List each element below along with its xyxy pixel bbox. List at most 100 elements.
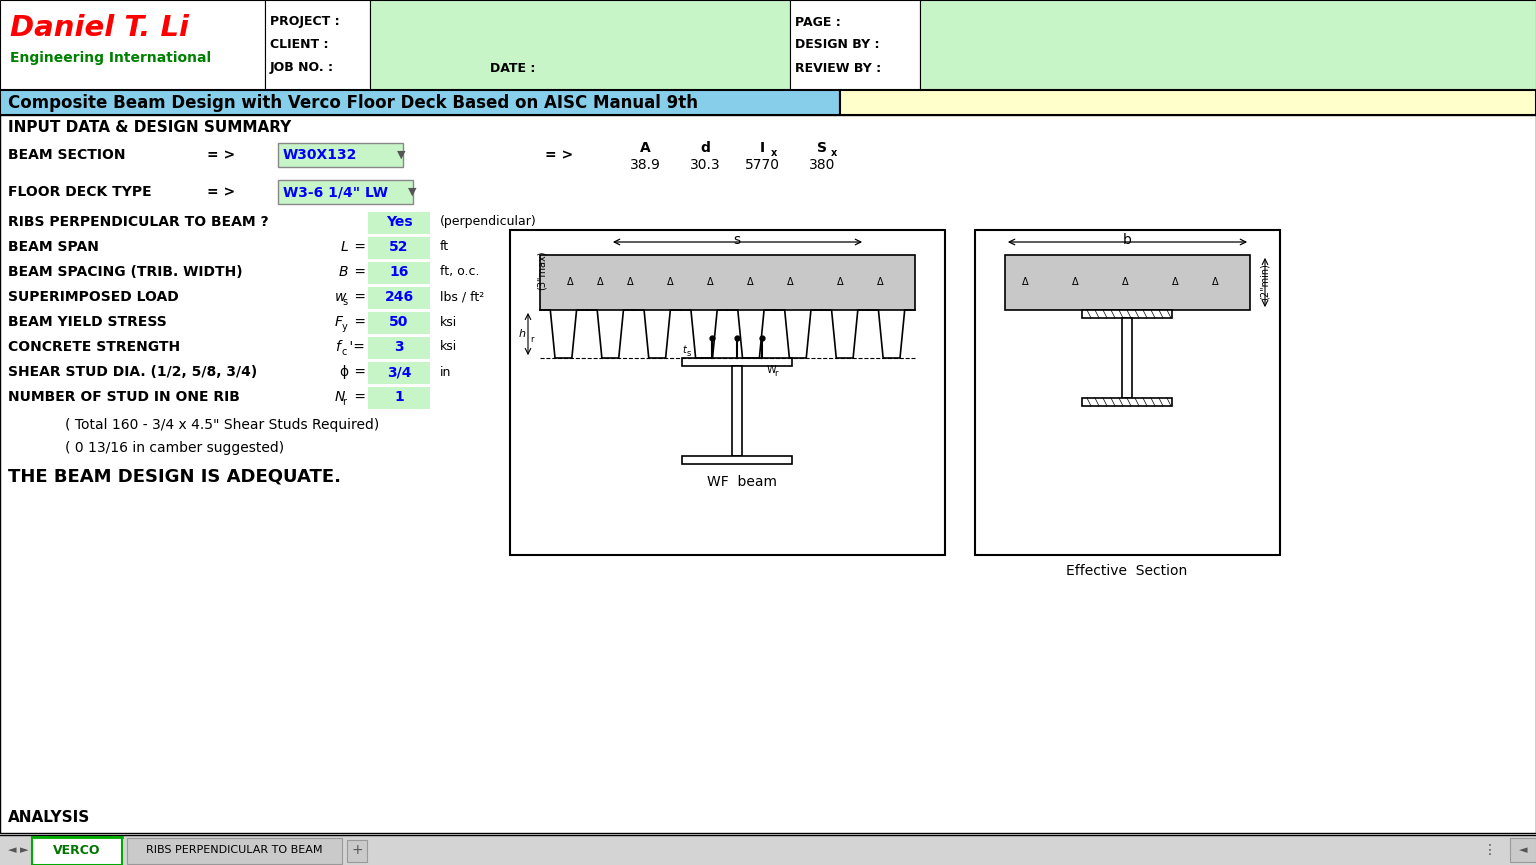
- Text: in: in: [439, 366, 452, 379]
- Text: Δ: Δ: [567, 277, 573, 287]
- Text: ▼: ▼: [409, 187, 416, 197]
- Text: x: x: [771, 148, 777, 158]
- Bar: [347, 840, 367, 862]
- Bar: [0, 90, 840, 115]
- Text: t: t: [682, 345, 687, 355]
- Text: REVIEW BY :: REVIEW BY :: [796, 61, 882, 74]
- Text: SUPERIMPOSED LOAD: SUPERIMPOSED LOAD: [8, 290, 178, 304]
- Bar: [840, 90, 1536, 115]
- Bar: [682, 456, 793, 464]
- Text: ▼: ▼: [396, 150, 406, 160]
- Text: Composite Beam Design with Verco Floor Deck Based on AISC Manual 9th: Composite Beam Design with Verco Floor D…: [8, 94, 697, 112]
- Text: =: =: [350, 240, 366, 254]
- Bar: [0, 0, 266, 90]
- Bar: [0, 835, 1536, 865]
- Bar: [370, 0, 790, 90]
- Text: r: r: [530, 335, 533, 343]
- Bar: [733, 366, 742, 456]
- Text: Δ: Δ: [1021, 277, 1028, 287]
- Text: ◄: ◄: [8, 845, 17, 855]
- Text: BEAM SECTION: BEAM SECTION: [8, 148, 126, 162]
- Text: Effective  Section: Effective Section: [1066, 564, 1187, 578]
- Text: S: S: [817, 141, 826, 155]
- Bar: [369, 237, 430, 259]
- Text: 5770: 5770: [745, 158, 779, 172]
- Text: ►: ►: [20, 845, 29, 855]
- Text: ksi: ksi: [439, 341, 458, 354]
- Text: CLIENT :: CLIENT :: [270, 39, 329, 52]
- Text: 246: 246: [384, 290, 413, 304]
- Bar: [0, 115, 1536, 833]
- Text: Δ: Δ: [786, 277, 793, 287]
- Bar: [1121, 318, 1132, 398]
- Bar: [278, 143, 402, 167]
- Bar: [369, 312, 430, 334]
- Text: ft, o.c.: ft, o.c.: [439, 266, 479, 279]
- Text: s: s: [343, 297, 347, 307]
- Text: WF  beam: WF beam: [707, 475, 777, 489]
- Text: ( 0 13/16 in camber suggested): ( 0 13/16 in camber suggested): [65, 441, 284, 455]
- Text: FLOOR DECK TYPE: FLOOR DECK TYPE: [8, 185, 152, 199]
- Text: Δ: Δ: [667, 277, 673, 287]
- Text: 380: 380: [809, 158, 836, 172]
- Bar: [510, 230, 945, 555]
- Text: L: L: [341, 240, 349, 254]
- Text: DATE :: DATE :: [490, 61, 536, 74]
- Text: 38.9: 38.9: [630, 158, 660, 172]
- Text: (perpendicular): (perpendicular): [439, 215, 536, 228]
- Text: BEAM SPAN: BEAM SPAN: [8, 240, 98, 254]
- Text: VERCO: VERCO: [54, 843, 101, 856]
- Text: ANALYSIS: ANALYSIS: [8, 811, 91, 825]
- Text: W3-6 1/4" LW: W3-6 1/4" LW: [283, 185, 389, 199]
- Text: Δ: Δ: [1172, 277, 1178, 287]
- Text: 50: 50: [389, 315, 409, 329]
- Text: r: r: [343, 397, 346, 407]
- Text: BEAM SPACING (TRIB. WIDTH): BEAM SPACING (TRIB. WIDTH): [8, 265, 243, 279]
- Text: PROJECT :: PROJECT :: [270, 16, 339, 29]
- Text: = >: = >: [207, 148, 235, 162]
- Text: F: F: [335, 315, 343, 329]
- Text: x: x: [831, 148, 837, 158]
- Text: W: W: [766, 365, 777, 375]
- Text: Δ: Δ: [707, 277, 713, 287]
- Bar: [369, 337, 430, 359]
- Text: ft: ft: [439, 240, 449, 253]
- Text: Δ: Δ: [1072, 277, 1078, 287]
- Text: A: A: [639, 141, 650, 155]
- Text: N: N: [335, 390, 346, 404]
- Text: r: r: [774, 369, 777, 379]
- Text: I: I: [759, 141, 765, 155]
- Text: y: y: [343, 322, 347, 332]
- Text: PAGE :: PAGE :: [796, 16, 840, 29]
- Text: f: f: [335, 340, 339, 354]
- Text: DESIGN BY :: DESIGN BY :: [796, 39, 880, 52]
- Text: s: s: [687, 349, 691, 358]
- Text: (3"max): (3"max): [538, 251, 547, 290]
- Text: ϕ: ϕ: [339, 365, 349, 379]
- Bar: [1081, 398, 1172, 406]
- Text: Δ: Δ: [627, 277, 633, 287]
- Text: Δ: Δ: [877, 277, 883, 287]
- Bar: [369, 212, 430, 234]
- Bar: [1510, 838, 1536, 862]
- Text: d: d: [700, 141, 710, 155]
- Bar: [369, 262, 430, 284]
- Text: h: h: [519, 329, 525, 339]
- Bar: [541, 255, 915, 310]
- Text: B: B: [338, 265, 349, 279]
- Text: 1: 1: [395, 390, 404, 404]
- Text: Δ: Δ: [837, 277, 843, 287]
- Text: w: w: [335, 290, 347, 304]
- Text: =: =: [350, 315, 366, 329]
- Text: =: =: [350, 365, 366, 379]
- Bar: [127, 838, 343, 864]
- Text: 3: 3: [395, 340, 404, 354]
- Text: =: =: [350, 265, 366, 279]
- Text: 3/4: 3/4: [387, 365, 412, 379]
- Text: 16: 16: [389, 265, 409, 279]
- Text: RIBS PERPENDICULAR TO BEAM ?: RIBS PERPENDICULAR TO BEAM ?: [8, 215, 269, 229]
- Text: =: =: [350, 290, 366, 304]
- Text: Δ: Δ: [596, 277, 604, 287]
- Text: (2"min): (2"min): [1260, 264, 1270, 300]
- Text: s: s: [733, 233, 740, 247]
